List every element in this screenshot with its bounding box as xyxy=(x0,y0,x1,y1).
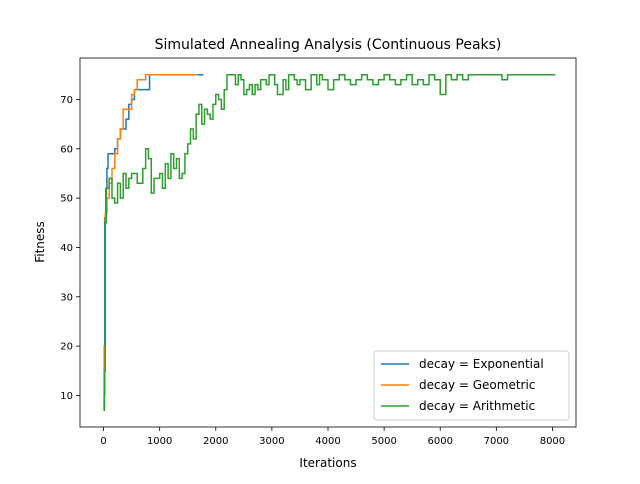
y-axis-label: Fitness xyxy=(33,221,47,263)
x-tick-label: 8000 xyxy=(540,436,565,447)
y-tick-label: 40 xyxy=(60,243,73,254)
legend: decay = Exponential decay = Geometric deca… xyxy=(373,350,570,421)
x-tick-label: 1000 xyxy=(147,436,172,447)
x-tick-label: 5000 xyxy=(371,436,396,447)
series-layer xyxy=(103,74,556,411)
x-tick-label: 6000 xyxy=(427,436,452,447)
y-tick-label: 30 xyxy=(60,292,73,303)
y-axis: 10 20 30 40 50 60 70 xyxy=(60,95,80,402)
x-tick-label: 3000 xyxy=(259,436,284,447)
y-tick-label: 10 xyxy=(60,391,73,402)
x-tick-label: 4000 xyxy=(315,436,340,447)
y-tick-label: 50 xyxy=(60,194,73,205)
legend-label-1: decay = Geometric xyxy=(419,378,535,392)
x-tick-label: 0 xyxy=(100,436,106,447)
series-line-2 xyxy=(103,74,556,411)
y-tick-label: 70 xyxy=(60,95,73,106)
legend-box xyxy=(373,350,570,421)
legend-label-2: decay = Arithmetic xyxy=(419,399,535,413)
x-tick-label: 7000 xyxy=(484,436,509,447)
x-axis-label: Iterations xyxy=(299,456,356,470)
x-tick-label: 2000 xyxy=(203,436,228,447)
chart-title: Simulated Annealing Analysis (Continuous… xyxy=(155,37,502,53)
y-tick-label: 60 xyxy=(60,144,73,155)
legend-label-0: decay = Exponential xyxy=(419,357,544,371)
x-axis: 0 1000 2000 3000 4000 5000 6000 7000 8000 xyxy=(100,427,565,447)
y-tick-label: 20 xyxy=(60,342,73,353)
